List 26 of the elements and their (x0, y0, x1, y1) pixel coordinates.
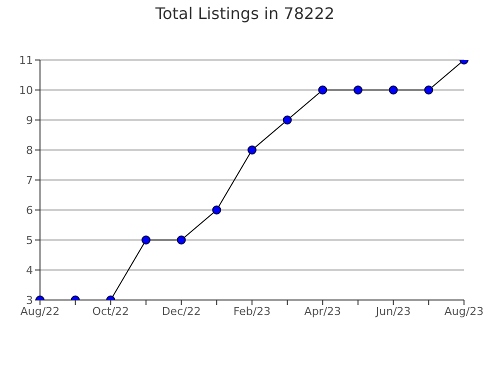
y-tick-label: 5 (26, 234, 33, 247)
y-tick-label: 10 (19, 84, 33, 97)
y-tick-label: 6 (26, 204, 33, 217)
point (142, 236, 150, 244)
point (282, 116, 292, 124)
y-tick-label: 3 (26, 294, 33, 307)
point (176, 236, 186, 244)
y-tick-label: 8 (26, 144, 33, 157)
x-tick-label: Jun/23 (374, 304, 411, 318)
point (388, 86, 398, 94)
y-tick-label: 9 (26, 114, 33, 127)
y-tick-label: 7 (26, 174, 33, 187)
point (248, 146, 256, 154)
y-tick-label: 4 (26, 264, 33, 277)
x-tick-label: Apr/23 (304, 304, 342, 318)
point (212, 206, 222, 214)
y-tick-label: 11 (19, 54, 33, 67)
x-tick-label: Feb/23 (233, 304, 271, 318)
point (318, 86, 328, 94)
x-tick-label: Oct/22 (92, 304, 130, 318)
x-tick-label: Aug/23 (444, 304, 484, 318)
x-tick-label: Aug/22 (20, 304, 60, 318)
point (354, 86, 362, 94)
point (424, 86, 434, 94)
x-tick-label: Dec/22 (162, 304, 201, 318)
chart-title: Total Listings in 78222 (154, 4, 336, 23)
